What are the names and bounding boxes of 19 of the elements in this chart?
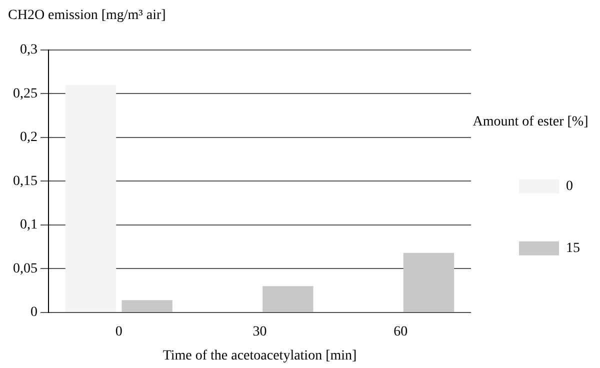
bar — [122, 300, 172, 312]
y-tick-label: 0,25 — [13, 86, 38, 102]
y-tick-label: 0,05 — [13, 261, 38, 276]
y-tick-label: 0 — [30, 305, 38, 320]
bar — [65, 84, 116, 312]
y-tick-label: 0,15 — [13, 174, 38, 189]
x-axis-title: Time of the acetoacetylation [min] — [162, 348, 357, 364]
y-tick-label: 0,3 — [20, 42, 38, 58]
legend-label: 15 — [566, 241, 580, 256]
y-tick-label: 0,1 — [20, 218, 38, 233]
x-tick-label: 60 — [394, 324, 408, 340]
y-tick-label: 0,2 — [20, 130, 38, 146]
x-tick-label: 30 — [252, 324, 267, 340]
legend-label: 0 — [566, 179, 573, 194]
bar — [403, 252, 454, 312]
y-axis-title: CH2O emission [mg/m³ air] — [8, 7, 166, 25]
legend-title: Amount of ester [%] — [472, 114, 588, 130]
x-tick-label: 0 — [115, 324, 122, 340]
bar — [262, 286, 314, 312]
